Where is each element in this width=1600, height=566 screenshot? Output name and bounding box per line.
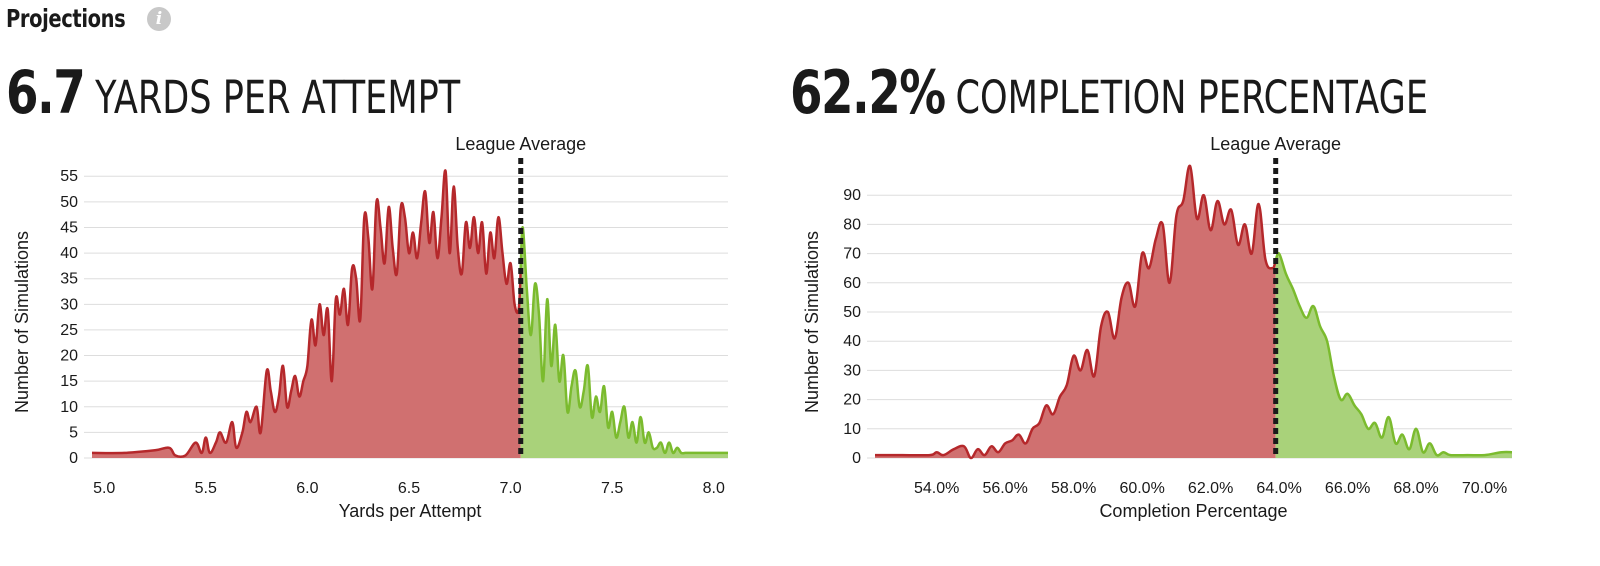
cmp-x-axis-title: Completion Percentage [1099, 501, 1287, 521]
ypa-y-axis-title: Number of Simulations [12, 231, 32, 413]
cmp-x-tick-label: 64.0% [1256, 480, 1301, 497]
cmp-above-average-line [1274, 251, 1513, 457]
ypa-y-tick-label: 5 [69, 424, 78, 441]
cmp-y-axis-title: Number of Simulations [802, 231, 822, 413]
ypa-below-average-line [91, 169, 522, 459]
cmp-x-tick-label: 54.0% [914, 480, 959, 497]
ypa-y-tick-label: 0 [69, 450, 78, 467]
cmp-x-tick-label: 68.0% [1393, 480, 1438, 497]
ypa-above-average-area [520, 227, 728, 458]
ypa-y-tick-label: 45 [60, 219, 78, 236]
ypa-x-tick-label: 7.0 [499, 480, 521, 497]
ypa-y-tick-label: 25 [60, 322, 78, 339]
ypa-above-average-line [519, 226, 728, 455]
cmp-y-tick-label: 60 [843, 275, 861, 292]
ypa-x-tick-label: 5.0 [93, 480, 115, 497]
cmp-y-tick-label: 70 [843, 246, 861, 263]
ypa-y-tick-label: 50 [60, 194, 78, 211]
ypa-x-tick-label: 5.5 [195, 480, 217, 497]
cmp-y-tick-label: 30 [843, 362, 861, 379]
ypa-x-tick-label: 6.0 [296, 480, 318, 497]
cmp-y-tick-label: 40 [843, 333, 861, 350]
cmp-x-tick-label: 60.0% [1119, 480, 1164, 497]
cmp-league-average-label: League Average [1210, 134, 1341, 154]
completion-percentage-chart: 0 10 20 30 40 50 60 70 80 90 54.0% 56.0% 58.0% 60.0% 6… [802, 134, 1513, 521]
ypa-league-average-label: League Average [455, 134, 586, 154]
ypa-x-tick-label: 6.5 [398, 480, 420, 497]
section-header: Projections [6, 4, 159, 33]
section-title: Projections [6, 4, 126, 33]
projected-completion-percentage-value: 62.2% [790, 58, 946, 128]
cmp-x-tick-label: 62.0% [1188, 480, 1233, 497]
cmp-x-tick-label: 58.0% [1051, 480, 1096, 497]
ypa-y-tick-label: 15 [60, 373, 78, 390]
cmp-x-tick-label: 66.0% [1325, 480, 1370, 497]
ypa-y-tick-label: 40 [60, 245, 78, 262]
completion-percentage-label: COMPLETION PERCENTAGE [955, 71, 1429, 124]
cmp-y-tick-label: 50 [843, 304, 861, 321]
cmp-y-tick-label: 80 [843, 216, 861, 233]
projected-yards-per-attempt-value: 6.7 [6, 58, 86, 128]
cmp-x-tick-label: 56.0% [982, 480, 1027, 497]
cmp-above-average-area [1275, 253, 1512, 458]
headline-yards-per-attempt: 6.7 YARDS PER ATTEMPT [6, 58, 588, 128]
ypa-y-tick-label: 10 [60, 399, 78, 416]
cmp-y-tick-label: 0 [852, 450, 861, 467]
cmp-below-average-area [875, 165, 1276, 459]
ypa-x-tick-label: 8.0 [703, 480, 725, 497]
cmp-y-tick-label: 10 [843, 421, 861, 438]
ypa-x-tick-label: 7.5 [601, 480, 623, 497]
cmp-below-average-line [874, 164, 1277, 460]
yards-per-attempt-label: YARDS PER ATTEMPT [95, 71, 461, 124]
cmp-x-tick-label: 70.0% [1462, 480, 1507, 497]
ypa-x-axis-title: Yards per Attempt [339, 501, 482, 521]
info-icon[interactable]: i [147, 7, 171, 31]
cmp-y-tick-label: 20 [843, 392, 861, 409]
headline-completion-percentage: 62.2% COMPLETION PERCENTAGE [790, 58, 1600, 128]
ypa-y-tick-label: 20 [60, 348, 78, 365]
cmp-y-tick-label: 90 [843, 187, 861, 204]
ypa-y-tick-label: 30 [60, 296, 78, 313]
yards-per-attempt-chart: 0 5 10 15 20 25 30 35 40 45 50 55 5.0 5.5 6.0 6.5 7.0 7.5… [12, 134, 728, 521]
ypa-y-tick-label: 55 [60, 168, 78, 185]
ypa-y-tick-label: 35 [60, 271, 78, 288]
